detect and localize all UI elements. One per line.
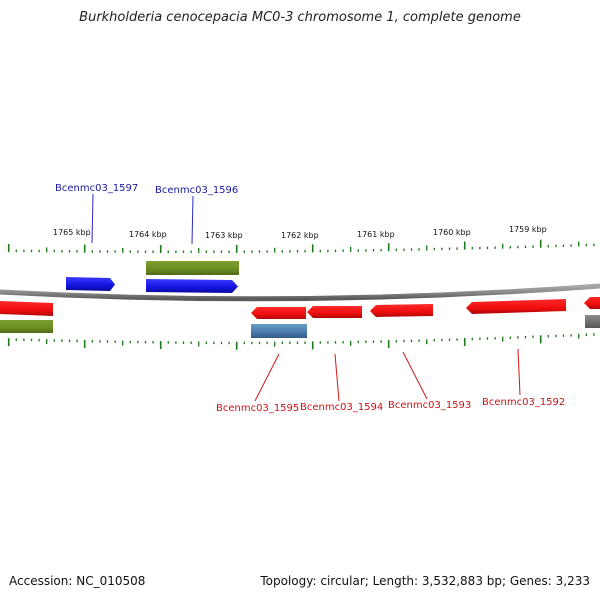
gene-1596-arrow[interactable] xyxy=(146,279,238,293)
olive-feature-1596[interactable] xyxy=(146,261,239,275)
tick-row-bottom xyxy=(7,333,595,350)
leader-line-1595 xyxy=(254,353,280,402)
leader-line-1592 xyxy=(517,348,521,396)
gene-label-1594[interactable]: Bcenmc03_1594 xyxy=(300,402,383,413)
olive-feature-left-edge[interactable] xyxy=(0,320,53,333)
gene-1592-arrow[interactable] xyxy=(466,299,566,314)
steel-feature-1595[interactable] xyxy=(251,324,307,338)
scale-label-1759: 1759 kbp xyxy=(509,225,547,234)
scale-label-1761: 1761 kbp xyxy=(357,230,395,239)
gene-label-1595[interactable]: Bcenmc03_1595 xyxy=(216,403,299,414)
topology-summary: Topology: circular; Length: 3,532,883 bp… xyxy=(260,574,590,588)
gene-1597-arrow[interactable] xyxy=(66,277,115,291)
chromosome-backbone xyxy=(0,283,600,302)
gene-1595-arrow[interactable] xyxy=(251,307,306,319)
gene-label-1596[interactable]: Bcenmc03_1596 xyxy=(155,185,238,196)
gene-label-1593[interactable]: Bcenmc03_1593 xyxy=(388,400,471,411)
scale-label-1760: 1760 kbp xyxy=(433,228,471,237)
leader-line-1594 xyxy=(334,353,340,402)
gene-right-edge-arrow[interactable] xyxy=(584,297,600,309)
scale-label-1765: 1765 kbp xyxy=(53,228,91,237)
gene-1593-arrow[interactable] xyxy=(370,304,433,317)
accession-label: Accession: NC_010508 xyxy=(9,574,146,588)
scale-label-1763: 1763 kbp xyxy=(205,231,243,240)
leader-line-1596 xyxy=(191,195,194,245)
scale-label-1764: 1764 kbp xyxy=(129,230,167,239)
gene-left-edge-arrow[interactable] xyxy=(0,301,53,316)
leader-line-1593 xyxy=(402,351,428,400)
leader-line-1597 xyxy=(91,193,94,244)
scale-label-1762: 1762 kbp xyxy=(281,231,319,240)
gene-label-1592[interactable]: Bcenmc03_1592 xyxy=(482,397,565,408)
grey-feature-right-edge[interactable] xyxy=(585,315,600,328)
map-title: Burkholderia cenocepacia MC0-3 chromosom… xyxy=(79,10,521,25)
gene-label-1597[interactable]: Bcenmc03_1597 xyxy=(55,183,138,194)
tick-row-top xyxy=(7,239,595,253)
gene-1594-arrow[interactable] xyxy=(307,306,362,318)
